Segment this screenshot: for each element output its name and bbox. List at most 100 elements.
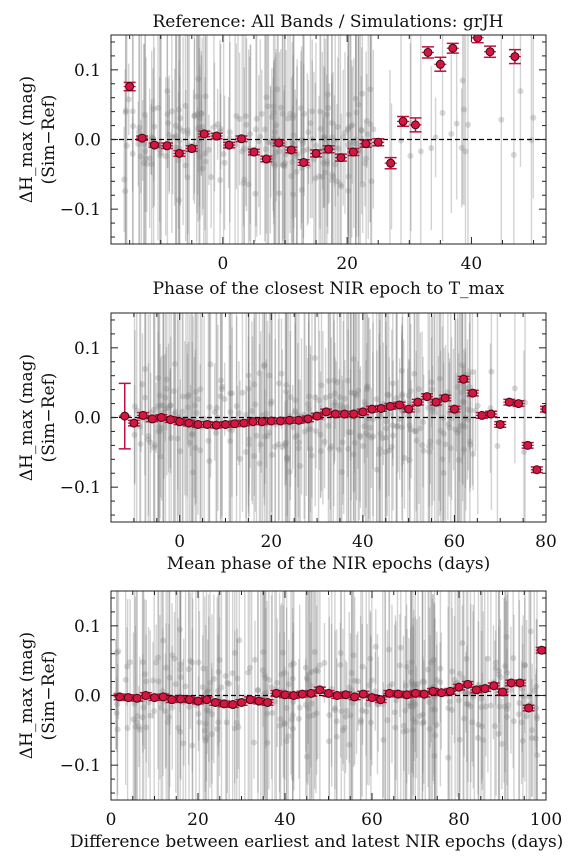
- scatter-point: [310, 156, 317, 163]
- scatter-point: [276, 722, 283, 729]
- scatter-point: [484, 655, 491, 662]
- scatter-point: [122, 676, 129, 683]
- scatter-point: [431, 752, 438, 759]
- scatter-point: [462, 148, 469, 155]
- scatter-point: [158, 704, 165, 711]
- scatter-point: [224, 679, 231, 686]
- scatter-point: [195, 710, 202, 717]
- y-axis-label-2: ΔH_max (mag): [17, 354, 37, 481]
- scatter-point: [416, 713, 423, 720]
- scatter-point: [163, 664, 170, 671]
- x-tick-label: 20: [336, 254, 358, 274]
- binned-point: [376, 403, 386, 413]
- scatter-point: [184, 130, 191, 137]
- binned-point: [431, 397, 441, 407]
- scatter-point: [163, 385, 170, 392]
- scatter-point: [160, 402, 167, 409]
- scatter-point: [269, 709, 276, 716]
- scatter-point: [344, 141, 351, 148]
- scatter-point: [290, 112, 297, 119]
- scatter-point: [184, 174, 191, 181]
- scatter-point: [469, 368, 476, 375]
- scatter-point: [372, 643, 379, 650]
- scatter-point: [284, 457, 291, 464]
- scatter-point: [284, 455, 291, 462]
- scatter-point: [367, 121, 374, 128]
- scatter-point: [350, 390, 357, 397]
- scatter-point: [327, 445, 334, 452]
- binned-point: [193, 419, 203, 429]
- scatter-point: [305, 393, 312, 400]
- scatter-point: [503, 669, 510, 676]
- scatter-point: [175, 106, 182, 113]
- scatter-point: [125, 96, 132, 103]
- scatter-point: [339, 439, 346, 446]
- scatter-point: [164, 111, 171, 118]
- scatter-point: [328, 134, 335, 141]
- scatter-point: [325, 104, 332, 111]
- scatter-point: [223, 719, 230, 726]
- y-tick-label: 0.0: [74, 687, 101, 707]
- scatter-point: [202, 737, 209, 744]
- scatter-point: [415, 680, 422, 687]
- scatter-point: [143, 678, 150, 685]
- scatter-point: [464, 701, 471, 708]
- binned-point: [115, 692, 125, 702]
- scatter-point: [262, 689, 269, 696]
- scatter-point: [290, 132, 297, 139]
- scatter-point: [137, 153, 144, 160]
- scatter-point: [487, 702, 494, 709]
- scatter-point: [504, 706, 511, 713]
- scatter-point: [216, 656, 223, 663]
- scatter-point: [453, 120, 460, 127]
- binned-point: [385, 401, 395, 411]
- scatter-point: [236, 455, 243, 462]
- binned-point: [184, 418, 194, 428]
- scatter-point: [136, 124, 143, 131]
- binned-point: [123, 693, 133, 703]
- binned-point: [358, 407, 368, 417]
- scatter-point: [494, 443, 501, 450]
- scatter-point: [236, 115, 243, 122]
- scatter-point: [292, 397, 299, 404]
- scatter-point: [285, 733, 292, 740]
- scatter-point: [221, 396, 228, 403]
- scatter-point: [280, 161, 287, 168]
- scatter-point: [189, 659, 196, 666]
- scatter-point: [413, 437, 420, 444]
- scatter-point: [289, 424, 296, 431]
- scatter-point: [470, 451, 477, 458]
- binned-point: [349, 409, 359, 419]
- binned-point: [230, 419, 240, 429]
- scatter-point: [186, 439, 193, 446]
- scatter-point: [337, 650, 344, 657]
- scatter-point: [323, 161, 330, 168]
- scatter-point: [246, 664, 253, 671]
- scatter-point: [317, 125, 324, 132]
- scatter-point: [462, 689, 469, 696]
- scatter-point: [319, 174, 326, 181]
- scatter-point: [228, 390, 235, 397]
- scatter-point: [312, 428, 319, 435]
- scatter-point: [265, 139, 272, 146]
- scatter-point: [268, 114, 275, 121]
- scatter-point: [413, 719, 420, 726]
- scatter-point: [326, 712, 333, 719]
- scatter-point: [300, 147, 307, 154]
- scatter-point: [202, 93, 209, 100]
- scatter-point: [533, 713, 540, 720]
- scatter-point: [367, 655, 374, 662]
- scatter-point: [191, 113, 198, 120]
- scatter-point: [462, 384, 469, 391]
- scatter-point: [445, 421, 452, 428]
- scatter-point: [272, 443, 279, 450]
- scatter-point: [437, 679, 444, 686]
- scatter-point: [528, 735, 535, 742]
- scatter-point: [155, 104, 162, 111]
- scatter-point: [383, 425, 390, 432]
- scatter-point: [430, 656, 437, 663]
- scatter-point: [194, 396, 201, 403]
- scatter-point: [333, 402, 340, 409]
- x-tick-label: 0: [217, 254, 228, 274]
- scatter-point: [466, 383, 473, 390]
